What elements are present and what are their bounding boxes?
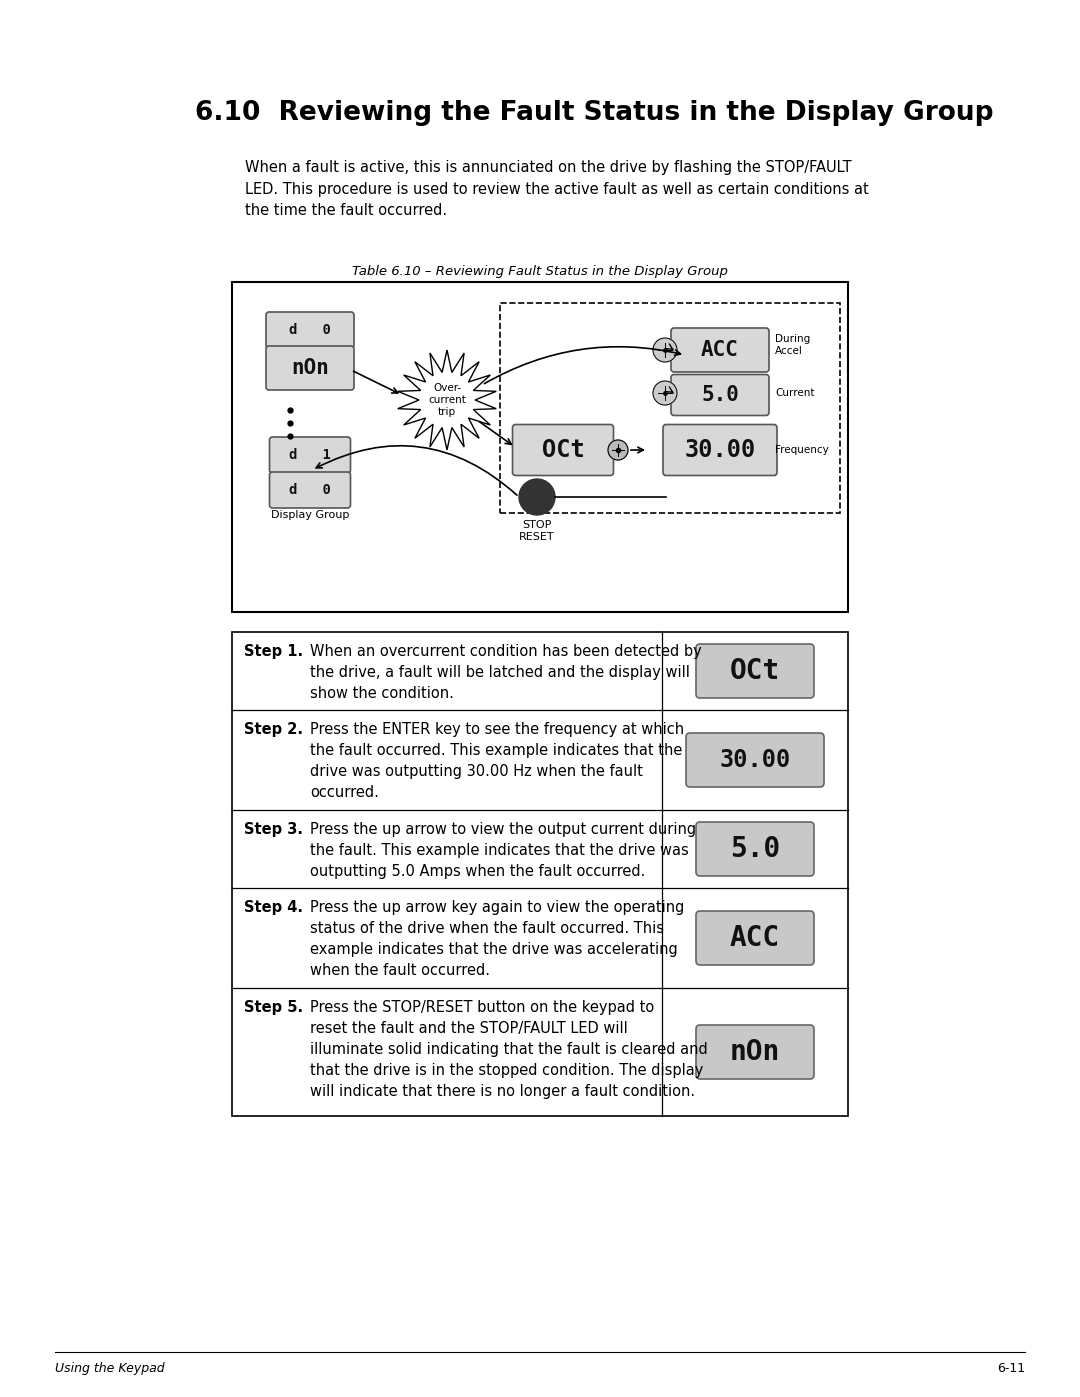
Text: nOn: nOn [730, 1038, 780, 1066]
Text: Step 3.: Step 3. [244, 821, 303, 837]
FancyBboxPatch shape [671, 328, 769, 372]
Text: STOP: STOP [523, 520, 552, 529]
Text: d   0: d 0 [289, 483, 330, 497]
FancyBboxPatch shape [671, 374, 769, 415]
Circle shape [608, 440, 627, 460]
Text: Press the up arrow to view the output current during
the fault. This example ind: Press the up arrow to view the output cu… [310, 821, 697, 879]
FancyBboxPatch shape [266, 346, 354, 390]
Text: 30.00: 30.00 [719, 747, 791, 773]
Text: d   1: d 1 [289, 448, 330, 462]
Text: Frequency: Frequency [775, 446, 828, 455]
Text: Press the STOP/RESET button on the keypad to
reset the fault and the STOP/FAULT : Press the STOP/RESET button on the keypa… [310, 1000, 707, 1099]
Text: 30.00: 30.00 [685, 439, 756, 462]
Text: When an overcurrent condition has been detected by
the drive, a fault will be la: When an overcurrent condition has been d… [310, 644, 702, 701]
Text: OCt: OCt [542, 439, 584, 462]
FancyBboxPatch shape [686, 733, 824, 787]
Text: Step 4.: Step 4. [244, 900, 303, 915]
Text: OCt: OCt [730, 657, 780, 685]
Text: Press the up arrow key again to view the operating
status of the drive when the : Press the up arrow key again to view the… [310, 900, 685, 978]
Text: ACC: ACC [701, 339, 739, 360]
FancyBboxPatch shape [696, 911, 814, 965]
Text: Step 1.: Step 1. [244, 644, 303, 659]
Text: Step 2.: Step 2. [244, 722, 303, 738]
Polygon shape [397, 351, 496, 450]
FancyBboxPatch shape [696, 821, 814, 876]
Text: 5.0: 5.0 [701, 386, 739, 405]
Text: Step 5.: Step 5. [244, 1000, 303, 1016]
FancyBboxPatch shape [500, 303, 840, 513]
Text: When a fault is active, this is annunciated on the drive by flashing the STOP/FA: When a fault is active, this is annuncia… [245, 161, 868, 218]
Text: During
Accel: During Accel [775, 334, 810, 356]
Text: Table 6.10 – Reviewing Fault Status in the Display Group: Table 6.10 – Reviewing Fault Status in t… [352, 265, 728, 278]
Text: Over-
current
trip: Over- current trip [428, 383, 465, 418]
FancyBboxPatch shape [696, 644, 814, 698]
FancyBboxPatch shape [663, 425, 777, 475]
Text: Press the ENTER key to see the frequency at which
the fault occurred. This examp: Press the ENTER key to see the frequency… [310, 722, 684, 800]
FancyBboxPatch shape [696, 1025, 814, 1078]
FancyBboxPatch shape [232, 282, 848, 612]
Text: 5.0: 5.0 [730, 835, 780, 863]
Circle shape [653, 381, 677, 405]
Text: nOn: nOn [292, 358, 329, 379]
FancyBboxPatch shape [266, 312, 354, 348]
FancyBboxPatch shape [270, 437, 351, 474]
Text: Current: Current [775, 388, 814, 398]
FancyBboxPatch shape [513, 425, 613, 475]
Text: Display Group: Display Group [271, 510, 349, 520]
Text: d   0: d 0 [289, 323, 330, 337]
FancyBboxPatch shape [232, 631, 848, 1116]
Circle shape [653, 338, 677, 362]
Text: RESET: RESET [519, 532, 555, 542]
Text: ACC: ACC [730, 923, 780, 951]
Text: 6-11: 6-11 [997, 1362, 1025, 1375]
Circle shape [519, 479, 555, 515]
FancyBboxPatch shape [270, 472, 351, 509]
Text: Using the Keypad: Using the Keypad [55, 1362, 164, 1375]
Text: 6.10  Reviewing the Fault Status in the Display Group: 6.10 Reviewing the Fault Status in the D… [195, 101, 994, 126]
